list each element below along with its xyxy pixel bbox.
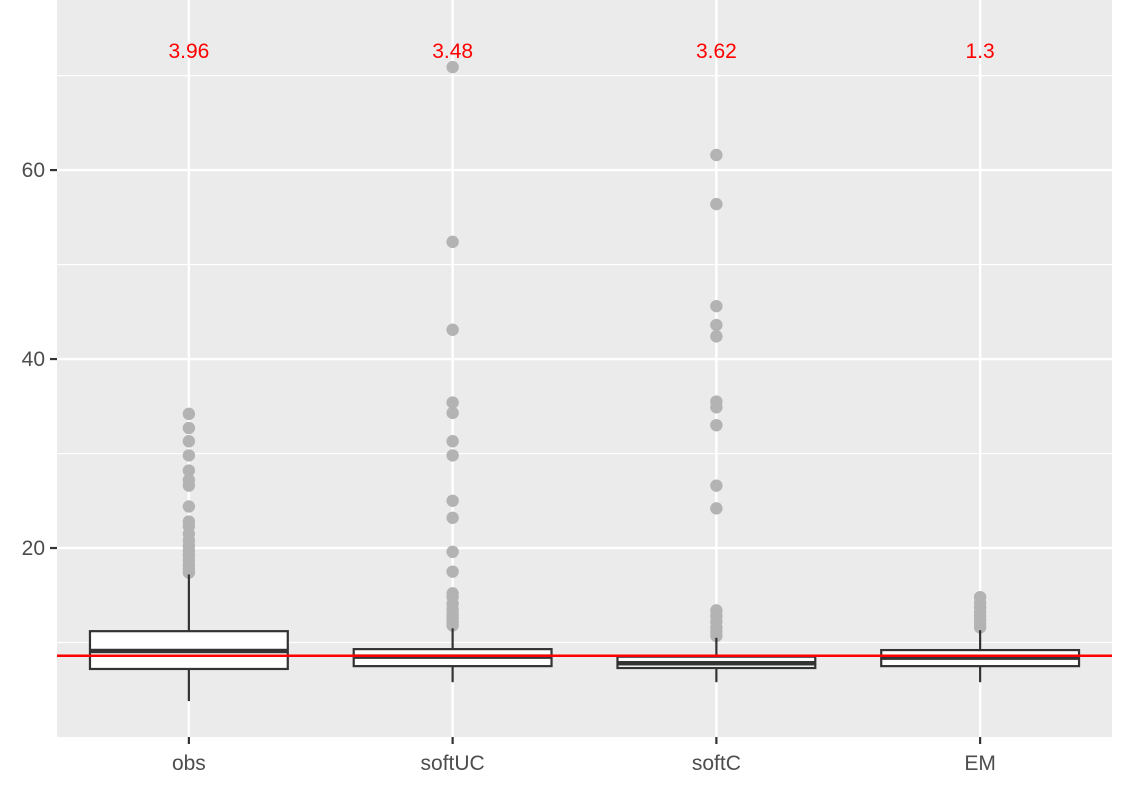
x-tick-label: obs bbox=[172, 752, 206, 775]
annotation-label: 3.62 bbox=[696, 40, 737, 63]
outlier-point bbox=[710, 148, 723, 162]
x-tick-label: EM bbox=[964, 752, 996, 775]
outlier-point bbox=[710, 197, 723, 211]
outlier-point bbox=[710, 479, 723, 492]
outlier-point bbox=[182, 515, 196, 528]
box-group-obs bbox=[88, 407, 289, 702]
x-tick-label: softC bbox=[692, 752, 741, 775]
outlier-point bbox=[710, 418, 723, 432]
outlier-point bbox=[710, 330, 723, 343]
annotation-label: 1.3 bbox=[966, 40, 995, 63]
outlier-point bbox=[446, 323, 459, 336]
outlier-point bbox=[182, 449, 196, 462]
x-axis: obs softUC softC EM bbox=[172, 737, 996, 775]
outlier-point bbox=[710, 318, 723, 332]
outlier-point bbox=[182, 435, 196, 448]
outlier-point bbox=[446, 565, 459, 578]
outlier-point bbox=[710, 502, 723, 515]
outlier-point bbox=[182, 464, 196, 477]
outlier-point bbox=[710, 604, 723, 617]
outlier-point bbox=[710, 299, 723, 313]
outlier-point bbox=[182, 421, 196, 435]
outlier-point bbox=[446, 406, 459, 420]
outlier-point bbox=[446, 60, 459, 74]
plot-panel bbox=[57, 0, 1112, 737]
outlier-point bbox=[446, 494, 459, 507]
outlier-point bbox=[446, 435, 459, 448]
outlier-point bbox=[446, 396, 459, 409]
annotation-label: 3.96 bbox=[168, 40, 209, 63]
outlier-point bbox=[446, 545, 459, 559]
outlier-point bbox=[446, 235, 459, 249]
annotation-labels: 3.96 3.48 3.62 1.3 bbox=[168, 40, 994, 63]
outlier-point bbox=[710, 395, 723, 408]
outlier-point bbox=[446, 511, 459, 524]
x-tick-label: softUC bbox=[421, 752, 485, 775]
y-tick-label: 60 bbox=[22, 159, 45, 182]
outlier-point bbox=[182, 473, 196, 487]
outlier-point bbox=[182, 500, 196, 513]
y-axis: 20 40 60 bbox=[22, 159, 57, 560]
box-group-EM bbox=[880, 590, 1081, 683]
y-tick-label: 20 bbox=[22, 537, 45, 560]
minor-gridlines bbox=[57, 74, 1112, 644]
outlier-point bbox=[446, 449, 459, 462]
outlier-point bbox=[973, 590, 987, 604]
outlier-point bbox=[446, 587, 459, 600]
annotation-label: 3.48 bbox=[432, 40, 473, 63]
outlier-point bbox=[182, 407, 196, 421]
box-group-softC bbox=[616, 148, 817, 683]
y-tick-label: 40 bbox=[22, 348, 45, 371]
